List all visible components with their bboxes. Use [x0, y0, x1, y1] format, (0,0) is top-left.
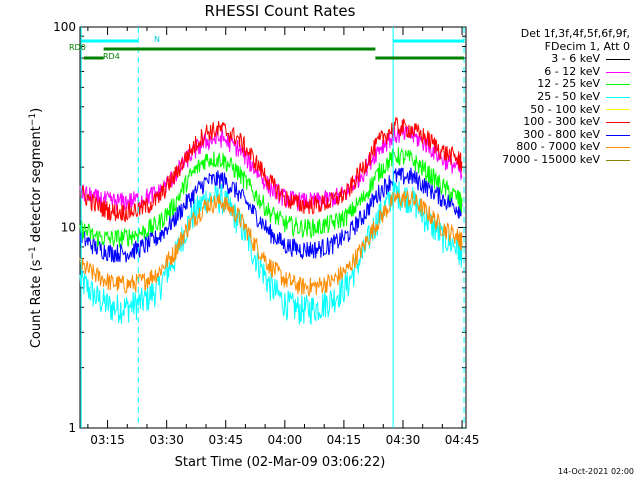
- y-axis: 1 10 100: [53, 20, 466, 435]
- legend-swatch: [606, 71, 630, 73]
- timestamp: 14-Oct-2021 02:00: [558, 467, 634, 476]
- overlay-layer: [80, 27, 465, 428]
- series-line: [79, 189, 463, 298]
- legend-entry: 800 - 7000 keV: [478, 141, 636, 154]
- legend-label: 25 - 50 keV: [537, 89, 600, 103]
- annotation-rd0: RD0: [69, 43, 86, 52]
- y-tick-label: 1: [68, 421, 76, 435]
- annotation-n: N: [154, 35, 160, 44]
- legend-label: 800 - 7000 keV: [516, 140, 600, 154]
- x-tick-label: 03:30: [149, 433, 184, 447]
- legend-swatch: [606, 147, 630, 149]
- legend-swatch: [606, 121, 630, 123]
- annotation-rd4: RD4: [103, 52, 120, 61]
- legend-swatch: [606, 159, 630, 161]
- chart-title: RHESSI Count Rates: [204, 2, 356, 20]
- y-tick-label: 10: [61, 221, 76, 235]
- legend-label: 50 - 100 keV: [530, 102, 600, 116]
- y-axis-label: Count Rate (s−1 detector segment−1): [28, 108, 44, 348]
- x-tick-label: 03:15: [90, 433, 125, 447]
- legend-label: 300 - 800 keV: [523, 127, 600, 141]
- legend-label: 12 - 25 keV: [537, 77, 600, 91]
- legend-head-2: FDecim 1, Att 0: [544, 39, 630, 53]
- legend-rows: 3 - 6 keV 6 - 12 keV 12 - 25 keV 25 - 50 ke…: [478, 53, 636, 166]
- x-axis: 03:15 03:30 03:45 04:00 04:15 04:30 04:45: [87, 27, 480, 447]
- legend-entry: 3 - 6 keV: [478, 53, 636, 66]
- series-line: [79, 117, 463, 223]
- legend-entry: 50 - 100 keV: [478, 102, 636, 117]
- legend-entry: 300 - 800 keV: [478, 127, 636, 142]
- x-tick-label: 04:15: [327, 433, 362, 447]
- legend-entry: 100 - 300 keV: [478, 116, 636, 129]
- legend-swatch: [606, 134, 630, 136]
- series-line: [79, 146, 463, 248]
- series-line: [79, 180, 463, 326]
- legend-entry: 12 - 25 keV: [478, 78, 636, 91]
- x-tick-label: 04:45: [445, 433, 480, 447]
- legend-entry: 6 - 12 keV: [478, 64, 636, 79]
- legend-label: 7000 - 15000 keV: [502, 152, 600, 166]
- legend-head-1: Det 1f,3f,4f,5f,6f,9f,: [520, 27, 630, 40]
- legend-label: 6 - 12 keV: [544, 64, 600, 78]
- legend-swatch: [606, 96, 630, 98]
- x-tick-label: 03:45: [208, 433, 243, 447]
- legend-swatch: [606, 84, 630, 86]
- y-tick-label: 100: [53, 20, 76, 34]
- x-tick-label: 04:00: [268, 433, 303, 447]
- legend: Det 1f,3f,4f,5f,6f,9f, FDecim 1, Att 0 3…: [478, 27, 636, 167]
- series-layer: [79, 117, 463, 326]
- legend-label: 100 - 300 keV: [523, 115, 600, 129]
- legend-entry: 25 - 50 keV: [478, 89, 636, 104]
- series-line: [79, 167, 463, 263]
- x-tick-label: 04:30: [386, 433, 421, 447]
- legend-swatch: [606, 109, 630, 111]
- x-axis-label: Start Time (02-Mar-09 03:06:22): [175, 455, 386, 470]
- legend-swatch: [606, 58, 630, 60]
- legend-entry: 7000 - 15000 keV: [478, 152, 636, 167]
- legend-label: 3 - 6 keV: [551, 52, 600, 66]
